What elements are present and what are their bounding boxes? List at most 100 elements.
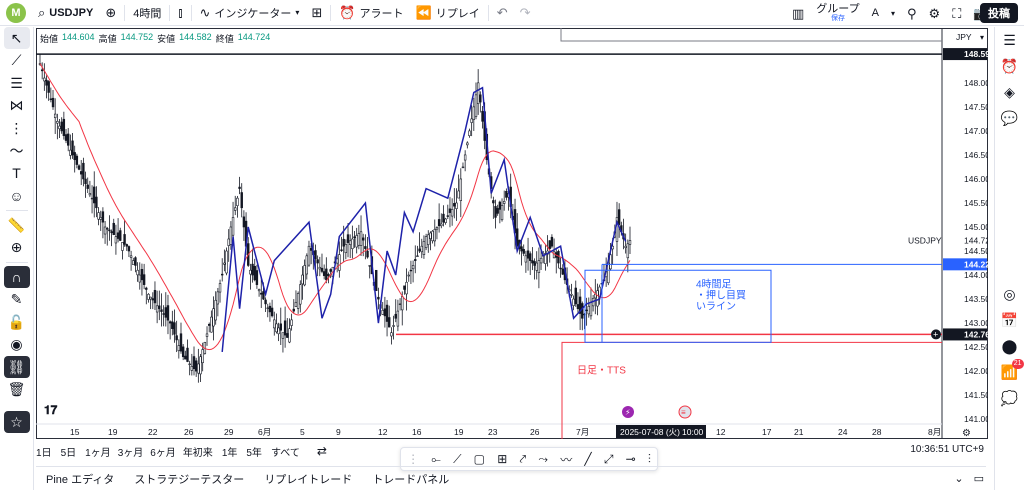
panel-tab[interactable]: リプレイトレード [264, 473, 353, 486]
user-avatar[interactable]: M [6, 2, 26, 23]
layout-list-button[interactable]: ▥ [786, 0, 810, 26]
candle-body [188, 363, 191, 366]
horizontal-ray-icon[interactable]: ⊸ [625, 452, 636, 466]
group-letter[interactable]: A [871, 7, 879, 19]
candle-body [585, 309, 588, 312]
x-tick-label: 15 [70, 427, 80, 437]
symbol-search[interactable]: ⌕ USDJPY [32, 0, 99, 26]
open-value: 144.604 [62, 32, 95, 42]
candle-body [45, 79, 48, 86]
price-chart[interactable]: 148.000 147.500 147.000 146.500 146.000 145.5… [36, 28, 988, 439]
lock-icon: 🔓 [7, 313, 26, 330]
price-tag-bg [943, 258, 987, 271]
candle-body [561, 268, 564, 275]
cursor-tool[interactable]: ↖ [3, 27, 30, 49]
layouts-button[interactable]: ⊞ [305, 0, 328, 26]
candle-body [348, 240, 352, 245]
line-icon[interactable]: ╱ [584, 452, 592, 466]
range-selector: 1日 5日 1ヶ月 3ヶ月 6ヶ月 年初来 1年 5年 すべて ⇄ [36, 441, 988, 461]
brush-tool[interactable]: 〜 [4, 140, 30, 162]
more-apps-button[interactable]: ⬤ [998, 333, 1022, 359]
magnet-tool[interactable]: ∩ [3, 266, 30, 288]
y-tick-label: 141.000 [964, 414, 988, 424]
redo-button[interactable]: ↷ [514, 0, 537, 26]
range-option[interactable]: 1年 [221, 447, 238, 459]
candle-body [227, 238, 230, 246]
quick-search-button[interactable]: ⚲ [901, 0, 923, 26]
range-option[interactable]: 年初来 [182, 447, 213, 459]
fib-tool[interactable]: ☰ [4, 72, 30, 94]
range-option[interactable]: すべて [270, 447, 300, 459]
range-option[interactable]: 3ヶ月 [117, 447, 144, 459]
post-button[interactable]: 投稿 [980, 3, 1018, 23]
chart-type-button[interactable]: ⫾ [172, 0, 188, 26]
range-option[interactable]: 6ヶ月 [150, 447, 176, 459]
undo-button[interactable]: ↶ [491, 0, 514, 26]
wave-icon[interactable]: 〰 [560, 452, 573, 467]
sync-drawings-tool[interactable]: ⛓ [3, 356, 30, 378]
fullscreen-button[interactable]: ⛶ [946, 0, 967, 26]
range-option[interactable]: 1ヶ月 [85, 447, 111, 459]
drag-handle-icon[interactable]: ⋮ [407, 452, 420, 466]
zoom-tool[interactable]: ⊕ [4, 237, 30, 259]
candle-body [383, 308, 387, 317]
watchlist-button[interactable]: ☰ [998, 27, 1022, 53]
favorites-tool[interactable]: ☆ [3, 411, 30, 433]
top-toolbar: M ⌕ USDJPY ⊕ 4時間 ⫾ ∿ インジケーター ▾ ⊞ ⏰ アラート … [0, 0, 1024, 26]
stay-drawing-tool[interactable]: ✎ [4, 289, 30, 311]
forecast-tool[interactable]: ⋮ [4, 117, 30, 139]
candle-body [316, 259, 319, 264]
object-tree-button[interactable]: ◈ [998, 79, 1022, 105]
alerts-panel-button[interactable]: ⏰ [998, 53, 1022, 79]
add-symbol-button[interactable]: ⊕ [99, 0, 122, 26]
crosshair-box-icon[interactable]: ⊞ [497, 452, 508, 466]
pattern-tool[interactable]: ⋈ [4, 95, 30, 117]
ray-icon[interactable]: ⟜ [431, 451, 441, 466]
low-value: 144.582 [179, 32, 212, 42]
help-button[interactable]: 💭 [998, 385, 1022, 411]
range-option[interactable]: 5日 [60, 447, 77, 459]
settings-button[interactable]: ⚙ [923, 0, 947, 26]
interval-button[interactable]: 4時間 [133, 7, 162, 20]
rectangle-icon[interactable]: ▢ [473, 452, 486, 466]
chart-pane[interactable]: 148.000 147.500 147.000 146.500 146.000 145.5… [36, 28, 988, 439]
alert-button[interactable]: ⏰ アラート [333, 0, 409, 26]
candle-body [142, 274, 146, 285]
replay-label: リプレイ [435, 7, 480, 20]
measure-tool[interactable]: 📏 [4, 214, 30, 236]
vertical-line-icon[interactable]: ⫶ [647, 451, 651, 466]
indicators-button[interactable]: ∿ インジケーター ▾ [194, 0, 306, 26]
x-tick-label: 6月 [258, 427, 271, 437]
group-button[interactable]: グループ 保存 [810, 0, 865, 26]
trendline-icon[interactable]: ⟋ [453, 451, 462, 466]
panel-tab[interactable]: ストラテジーテスター [134, 473, 245, 486]
remove-drawings-tool[interactable]: 🗑 [4, 379, 30, 401]
notifications-button[interactable]: 📶 21 [998, 359, 1024, 385]
range-option[interactable]: 5年 [246, 447, 262, 459]
range-option[interactable]: 1日 [36, 447, 52, 459]
calendar-button[interactable]: 📅 [998, 307, 1022, 333]
replay-button[interactable]: ⏪ リプレイ [410, 0, 486, 26]
panel-tab[interactable]: Pine エディタ [46, 473, 115, 486]
candle-body [442, 213, 445, 223]
maximize-icon[interactable]: ▭ [973, 473, 984, 485]
emoji-tool[interactable]: ☺ [4, 185, 30, 207]
extended-line-icon[interactable]: ⤢ [603, 451, 614, 466]
price-tag-label: 144.223 [964, 259, 988, 269]
clock-readout[interactable]: 10:36:51 UTC+9 [910, 444, 984, 455]
trendline-tool[interactable]: ⟋ [4, 50, 30, 72]
hide-drawings-tool[interactable]: ◉ [4, 334, 30, 356]
chat-button[interactable]: 💬 [998, 105, 1022, 131]
candle-body [56, 120, 59, 124]
group-menu-button[interactable]: ▾ [885, 0, 901, 26]
panel-tab[interactable]: トレードパネル [372, 473, 450, 486]
path-icon[interactable]: ⤤ [519, 451, 527, 466]
chat-bubble-icon: 💭 [1000, 389, 1019, 406]
text-tool[interactable]: T [4, 162, 30, 184]
polyline-icon[interactable]: ⤳ [538, 451, 549, 466]
trading-button[interactable]: ◎ [998, 281, 1022, 307]
compare-range-icon[interactable]: ⇄ [316, 444, 327, 458]
lock-drawings-tool[interactable]: 🔓 [4, 311, 30, 333]
chevron-down-icon[interactable]: ⌄ [954, 473, 964, 485]
candle-body [440, 223, 443, 227]
